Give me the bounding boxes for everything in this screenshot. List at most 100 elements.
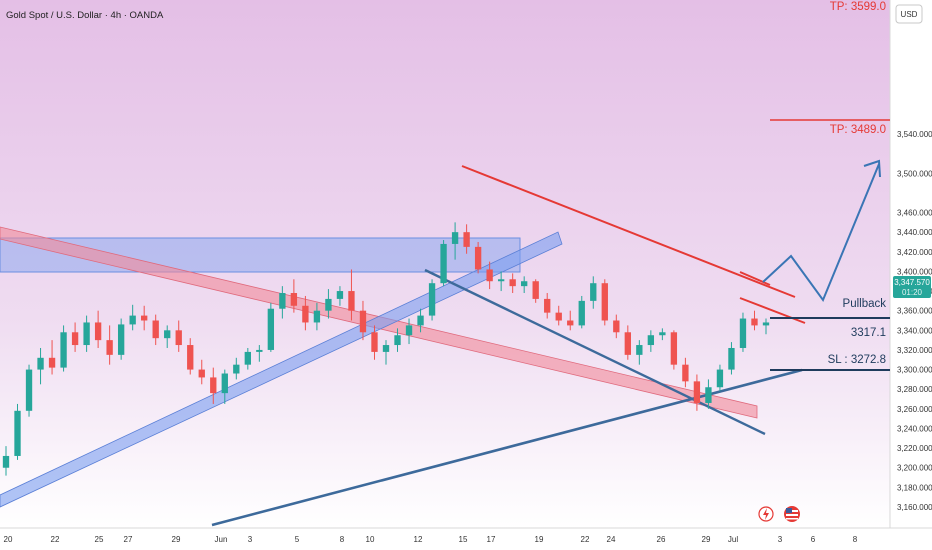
candle-body [451,232,459,244]
flash-event-icon[interactable] [758,506,774,522]
svg-text:3,347.570: 3,347.570 [894,278,930,287]
candle-body [716,369,724,388]
candle-body [175,330,182,346]
candle-body [670,332,678,365]
candle-body [164,330,171,339]
candle [117,318,125,360]
candle [739,312,747,352]
candle [129,304,136,331]
x-tick-label: 29 [702,535,711,544]
candle-body [659,332,666,336]
x-tick-label: 22 [581,535,590,544]
y-tick-label: 3,160.000 [897,503,932,512]
candle [141,305,148,331]
candle-body [497,279,505,282]
candle-body [394,335,401,346]
x-tick-label: 8 [340,535,345,544]
candle [302,295,309,331]
candle-body [682,364,689,382]
candle [152,314,159,346]
candle-body [751,318,758,326]
svg-text:01:20: 01:20 [902,288,923,297]
candle [497,271,505,292]
candle [716,364,724,392]
candle-body [417,315,424,326]
candle [25,364,33,417]
candle-body [509,279,516,287]
x-tick-label: 29 [172,535,181,544]
candle [647,330,655,352]
candle [613,314,620,339]
candle-body [440,243,447,284]
candle-body [290,293,298,306]
candle-body [198,369,205,378]
x-tick-label: 8 [853,535,858,544]
candle [187,338,194,375]
projection-path [762,163,880,303]
y-tick-label: 3,260.000 [897,405,932,414]
candle [474,241,482,274]
y-tick-label: 3,220.000 [897,444,932,453]
candle-body [371,332,378,352]
time-axis-background [0,528,932,550]
candle [336,286,344,306]
x-tick-label: 10 [366,535,375,544]
candle [48,340,56,375]
x-tick-label: 3 [248,535,253,544]
x-tick-label: 17 [487,535,496,544]
x-tick-label: Jul [728,535,738,544]
candle-body [693,381,701,403]
candle [728,342,735,375]
candle-body [152,320,159,339]
red-resistance-trendline [461,165,796,298]
candle-body [94,322,102,341]
candle-body [382,345,390,352]
candle-body [428,283,436,316]
candle-body [256,349,263,352]
candle [94,310,102,348]
candle-body [117,324,125,355]
candle-body [267,308,275,350]
candle-body [302,305,309,323]
candle-body [532,281,539,299]
candle [670,330,678,370]
y-tick-label: 3,440.000 [897,228,932,237]
candle [325,289,332,319]
candle [71,322,79,352]
candle-body [613,320,620,333]
candle-body [463,232,470,247]
candle [2,446,10,476]
candle-body [313,310,321,323]
candle-body [336,291,344,299]
candle-body [624,332,631,355]
x-tick-label: 20 [4,535,13,544]
y-tick-label: 3,240.000 [897,424,932,433]
us-flag-event-icon[interactable] [784,506,800,522]
candle [636,340,643,365]
candle-body [187,345,194,370]
candle [417,308,424,333]
x-tick-label: Jun [215,535,228,544]
candle [682,357,689,388]
candle [382,340,390,365]
sl-label: SL : 3272.8 [828,354,886,366]
candle-body [60,332,67,368]
candle-body [83,322,90,346]
candle [210,367,217,404]
candle-body [578,300,585,326]
candle-body [728,347,735,370]
candle [486,261,493,290]
x-tick-label: 19 [535,535,544,544]
candle [705,379,712,409]
x-tick-label: 3 [778,535,783,544]
candle [60,325,67,372]
candle [83,315,90,352]
candle-body [129,315,136,325]
x-tick-label: 24 [607,535,616,544]
candle-body [141,315,148,321]
candle-body [739,318,747,348]
candle [509,273,516,294]
candle [394,328,401,352]
currency-button[interactable]: USD [895,4,923,24]
candle-body [325,298,332,311]
